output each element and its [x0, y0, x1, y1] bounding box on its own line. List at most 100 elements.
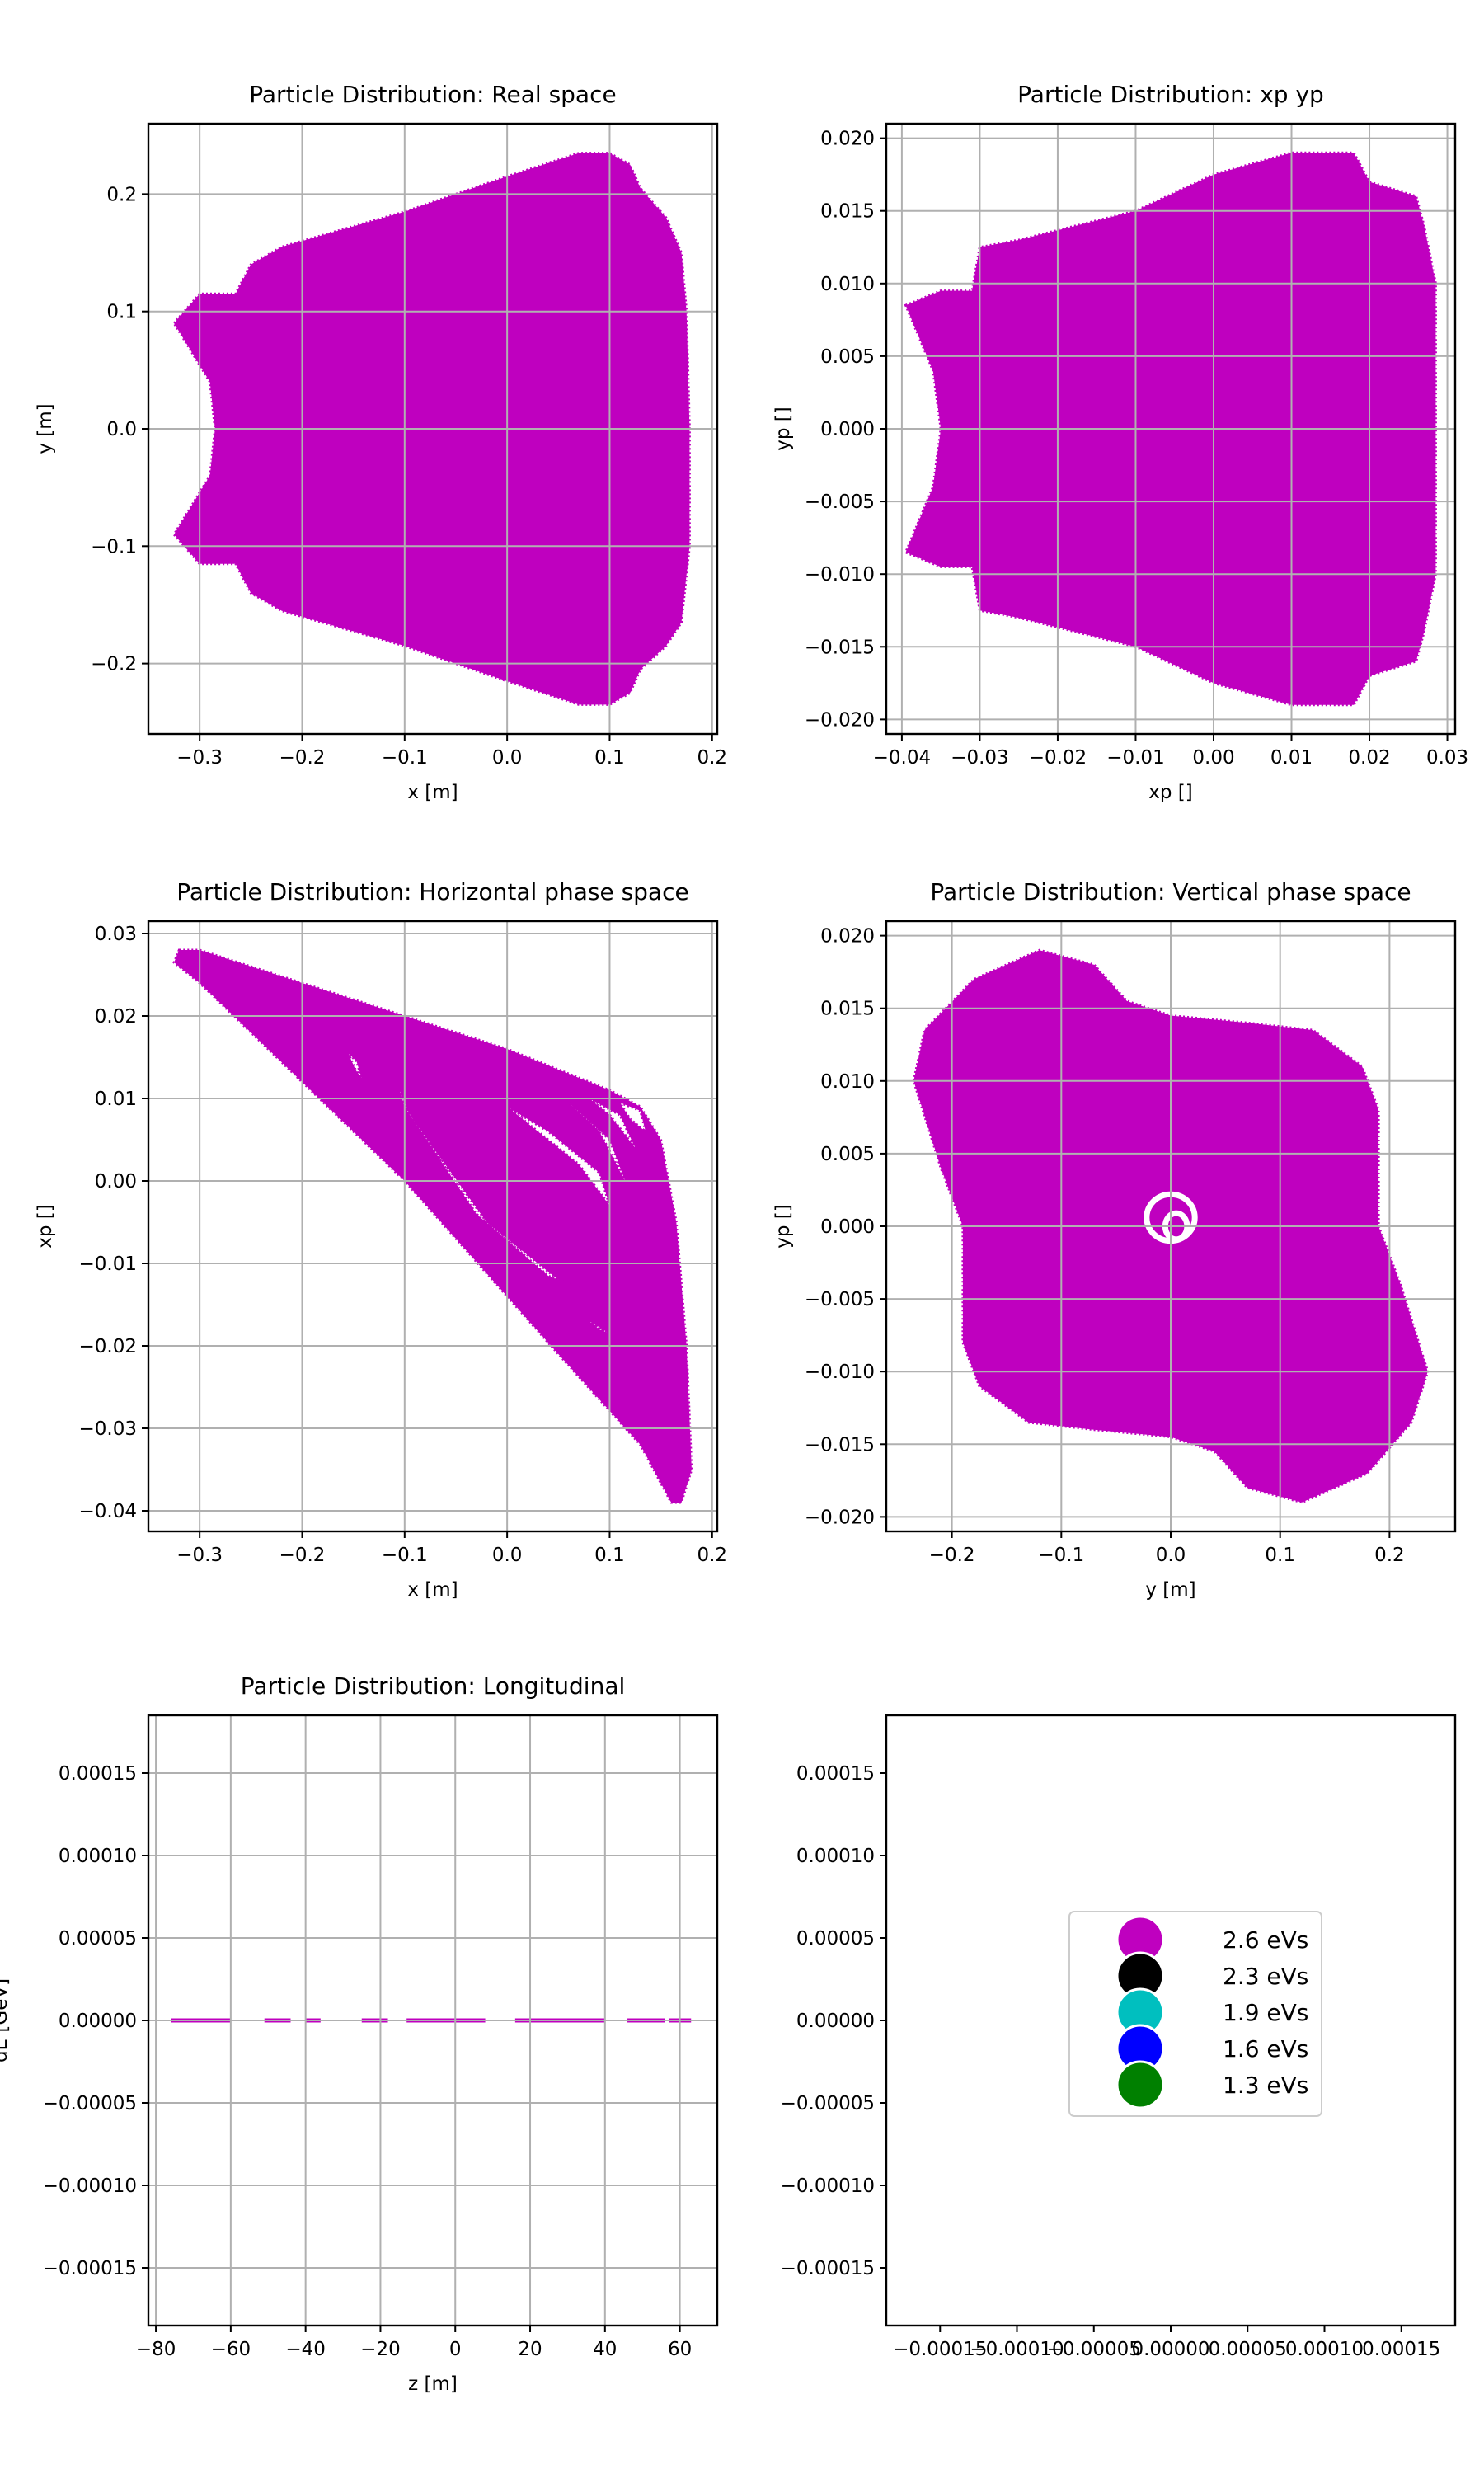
chart-title: Particle Distribution: Horizontal phase …: [176, 878, 688, 905]
x-tick-label: −0.2: [279, 747, 326, 769]
x-axis-label: xp []: [1148, 782, 1192, 803]
y-tick-label: 0.005: [820, 346, 875, 368]
y-tick-label: 0.00015: [796, 1763, 875, 1785]
y-tick-label: −0.00015: [43, 2258, 137, 2279]
y-tick-label: 0.005: [820, 1144, 875, 1165]
x-tick-label: 0.2: [697, 1545, 727, 1566]
chart-title: Particle Distribution: Real space: [249, 81, 616, 108]
x-tick-label: 20: [518, 2339, 542, 2360]
x-tick-label: 0.00005: [1209, 2339, 1287, 2360]
y-tick-label: 0.000: [820, 1216, 875, 1238]
x-axis-label: x [m]: [407, 1579, 458, 1601]
subplot-5: −80 −60 −40 −20 0 20 40 60 −0.00015 −0.00010 −0.00…: [0, 1672, 719, 2395]
axes-frame: [147, 920, 719, 1533]
y-tick-label: 0.00005: [59, 1928, 137, 1950]
y-tick-label: −0.03: [79, 1418, 137, 1440]
x-tick-label: −0.3: [176, 1545, 223, 1566]
legend-label: 1.6 eVs: [1223, 2035, 1308, 2062]
y-tick-label: −0.015: [805, 637, 875, 658]
y-tick-label: 0.00000: [796, 2011, 875, 2032]
subplot-2: −0.04 −0.03 −0.02 −0.01 0.00 0.01 0.02 0.03 −0.0…: [773, 81, 1468, 803]
y-tick-label: 0.00: [95, 1171, 137, 1192]
y-tick-label: 0.010: [820, 274, 875, 295]
x-tick-label: −0.1: [1038, 1545, 1084, 1566]
x-axis-label: z [m]: [408, 2373, 458, 2395]
y-tick-label: 0.015: [820, 999, 875, 1020]
y-tick-label: −0.00010: [781, 2175, 875, 2197]
x-tick-label: 0.00000: [1131, 2339, 1209, 2360]
x-tick-label: 0.0: [492, 747, 523, 769]
y-tick-label: −0.00005: [43, 2093, 137, 2114]
y-tick-label: −0.2: [91, 654, 137, 675]
x-tick-label: −0.1: [382, 1545, 428, 1566]
y-tick-label: −0.02: [79, 1336, 137, 1357]
y-axis-label: xp []: [35, 1204, 56, 1248]
x-tick-label: −0.2: [929, 1545, 975, 1566]
legend-label: 1.3 eVs: [1223, 2072, 1308, 2099]
x-tick-label: −0.3: [176, 747, 223, 769]
x-tick-label: −0.02: [1029, 747, 1087, 769]
y-tick-label: −0.020: [805, 1507, 875, 1528]
y-tick-label: −0.005: [805, 492, 875, 513]
x-tick-label: 0.03: [1426, 747, 1468, 769]
y-tick-label: 0.00015: [59, 1763, 137, 1785]
x-tick-label: 0: [449, 2339, 462, 2360]
x-tick-label: 0.1: [594, 747, 625, 769]
legend-label: 1.9 eVs: [1223, 1999, 1308, 2026]
y-tick-label: 0.015: [820, 201, 875, 223]
chart-title: Particle Distribution: xp yp: [1017, 81, 1324, 108]
plot-area: [172, 948, 693, 1504]
chart-title: Particle Distribution: Longitudinal: [241, 1672, 626, 1700]
y-axis-label: yp []: [773, 407, 794, 450]
x-tick-label: −0.03: [951, 747, 1008, 769]
y-axis-label: dE [GeV]: [0, 1978, 12, 2062]
x-tick-label: 0.00: [1192, 747, 1234, 769]
x-tick-label: 40: [593, 2339, 617, 2360]
x-tick-label: −0.00010: [970, 2339, 1064, 2360]
y-axis-label: y [m]: [35, 403, 56, 454]
x-tick-label: 0.1: [594, 1545, 625, 1566]
y-axis-label: yp []: [773, 1204, 794, 1248]
y-tick-label: 0.1: [106, 302, 137, 323]
x-tick-label: 0.0: [492, 1545, 523, 1566]
y-tick-label: −0.020: [805, 709, 875, 731]
legend-marker-5: [1115, 2060, 1165, 2109]
x-tick-label: 0.02: [1348, 747, 1390, 769]
y-tick-label: −0.1: [91, 536, 137, 557]
x-tick-label: −40: [285, 2339, 326, 2360]
y-tick-label: 0.00000: [59, 2011, 137, 2032]
y-tick-label: 0.03: [95, 924, 137, 945]
subplot-4: −0.2 −0.1 0.0 0.1 0.2 −0.020 −0.015 −0.010 −0.00…: [773, 878, 1457, 1601]
y-tick-label: −0.04: [79, 1501, 137, 1522]
particle-cloud: [172, 948, 693, 1504]
y-tick-label: −0.010: [805, 1362, 875, 1383]
legend: 2.6 eVs 2.3 eVs 1.9 eVs 1.6 eVs 1.3 eVs: [1068, 1911, 1322, 2117]
x-tick-label: −0.2: [279, 1545, 326, 1566]
y-tick-label: −0.00010: [43, 2175, 137, 2197]
x-tick-label: −0.00005: [1047, 2339, 1141, 2360]
legend-label: 2.3 eVs: [1223, 1963, 1308, 1990]
x-tick-label: 0.01: [1270, 747, 1313, 769]
chart-title: Particle Distribution: Vertical phase sp…: [930, 878, 1411, 905]
y-tick-label: −0.005: [805, 1289, 875, 1310]
y-tick-label: 0.00010: [59, 1846, 137, 1867]
y-tick-label: −0.015: [805, 1434, 875, 1456]
x-tick-label: 0.00015: [1362, 2339, 1440, 2360]
x-tick-label: −0.00015: [893, 2339, 987, 2360]
x-tick-label: −20: [360, 2339, 401, 2360]
x-tick-label: −0.1: [382, 747, 428, 769]
y-tick-label: −0.010: [805, 564, 875, 586]
y-tick-label: 0.020: [820, 129, 875, 150]
y-tick-label: 0.00010: [796, 1846, 875, 1867]
x-tick-label: −0.01: [1106, 747, 1164, 769]
legend-label: 2.6 eVs: [1223, 1926, 1308, 1954]
x-axis-label: y [m]: [1145, 1579, 1195, 1601]
x-tick-label: 0.2: [697, 747, 727, 769]
x-axis-label: x [m]: [407, 782, 458, 803]
y-tick-label: 0.000: [820, 419, 875, 440]
subplot-3: −0.3 −0.2 −0.1 0.0 0.1 0.2 −0.04 −0.03 −0.02 −0.0…: [35, 878, 727, 1601]
subplot-1: −0.3 −0.2 −0.1 0.0 0.1 0.2 −0.2 −0.1 0.0 0.1 0.2 Pa…: [35, 81, 727, 803]
subplot-6: −0.00015−0.00010−0.000050.000000.000050.…: [781, 1714, 1457, 2360]
y-tick-label: 0.010: [820, 1071, 875, 1093]
